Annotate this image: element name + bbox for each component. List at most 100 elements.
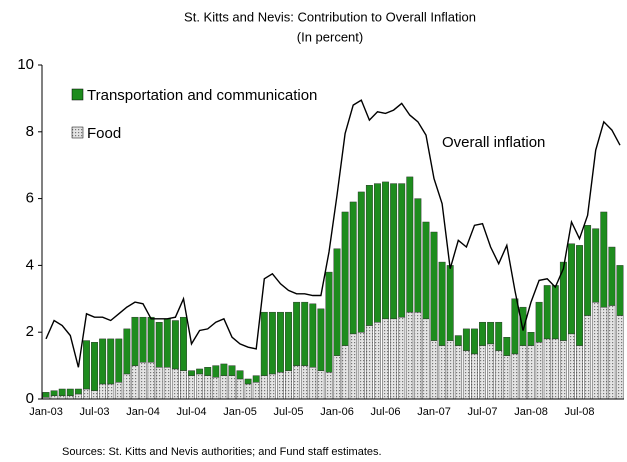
bar-segment: [163, 367, 171, 400]
bar-segment: [519, 345, 527, 400]
bar-segment: [252, 375, 260, 383]
bar-segment: [600, 211, 608, 308]
bar-segment: [584, 225, 592, 316]
bar-segment: [155, 321, 163, 368]
bar-segment: [422, 318, 430, 400]
bar-segment: [204, 367, 212, 376]
bar-segment: [551, 338, 559, 400]
bar-segment: [446, 340, 454, 400]
bar-segment: [277, 311, 284, 373]
bar-segment: [228, 365, 236, 376]
bar-segment: [535, 342, 543, 400]
bar-segment: [365, 185, 373, 326]
bar-segment: [406, 176, 414, 313]
bar-segment: [551, 285, 559, 340]
bar-segment: [131, 365, 139, 400]
bar-segment: [58, 388, 66, 396]
bar-segment: [309, 367, 317, 400]
bar-segment: [398, 316, 406, 400]
bar-segment: [309, 303, 317, 368]
bar-segment: [301, 301, 309, 366]
bar-segment: [414, 311, 422, 400]
bar-segment: [212, 365, 220, 378]
bar-segment: [576, 245, 583, 346]
bar-segment: [139, 362, 147, 400]
bar-segment: [123, 373, 131, 400]
bar-segment: [584, 315, 592, 400]
chart-title: St. Kitts and Nevis: Contribution to Ove…: [184, 9, 476, 24]
x-tick-label: Jan-03: [29, 406, 63, 418]
bar-segment: [83, 340, 90, 390]
bar-segment: [495, 350, 503, 400]
bar-segment: [212, 377, 220, 400]
bar-segment: [543, 285, 551, 340]
bar-segment: [357, 191, 365, 333]
bar-segment: [325, 372, 333, 400]
bar-segment: [592, 228, 600, 303]
bar-segment: [438, 261, 446, 346]
bar-segment: [107, 338, 115, 385]
bar-segment: [285, 311, 292, 371]
bar-segment: [430, 231, 438, 341]
x-tick-label: Jan-08: [514, 406, 548, 418]
bar-segment: [365, 325, 373, 400]
bar-segment: [487, 343, 495, 400]
bar-segment: [180, 370, 187, 400]
bar-segment: [50, 395, 58, 400]
bar-segment: [406, 311, 414, 400]
legend-label: Transportation and communication: [87, 87, 317, 104]
bar-segment: [341, 345, 349, 400]
bar-segment: [503, 337, 511, 356]
bar-segment: [188, 370, 195, 376]
y-tick-label: 8: [26, 123, 34, 140]
bar-segment: [317, 370, 325, 400]
bar-segment: [446, 265, 454, 341]
bar-segment: [220, 375, 228, 400]
bar-segment: [66, 388, 74, 396]
source-note: Sources: St. Kitts and Nevis authorities…: [62, 446, 382, 458]
bar-segment: [74, 388, 82, 395]
x-tick-label: Jul-03: [80, 406, 110, 418]
bar-segment: [115, 382, 123, 400]
bar-segment: [422, 221, 430, 320]
bar-segment: [487, 321, 495, 345]
bar-segment: [382, 181, 389, 320]
bar-segment: [147, 316, 155, 363]
bar-segment: [414, 198, 422, 313]
bar-segment: [333, 355, 341, 400]
bar-segment: [462, 350, 470, 400]
bar-segment: [147, 362, 155, 400]
x-tick-label: Jan-04: [126, 406, 160, 418]
bar-segment: [301, 365, 309, 400]
bar-segment: [462, 328, 470, 351]
legend-label: Food: [87, 125, 121, 142]
bar-segment: [139, 316, 147, 363]
y-tick-label: 6: [26, 190, 34, 207]
bar-segment: [171, 368, 179, 400]
bar-segment: [616, 315, 624, 400]
bar-segment: [99, 383, 107, 400]
bar-segment: [220, 363, 228, 376]
bar-segment: [608, 246, 616, 306]
bar-segment: [236, 378, 244, 400]
bar-segment: [479, 321, 486, 346]
bar-segment: [42, 392, 50, 398]
x-tick-label: Jul-07: [468, 406, 498, 418]
y-tick-label: 10: [17, 56, 34, 73]
bar-segment: [390, 183, 398, 320]
bar-segment: [454, 345, 462, 400]
bar-segment: [317, 308, 325, 371]
chart-subtitle: (In percent): [297, 29, 363, 44]
bar-segment: [196, 368, 204, 375]
bar-segment: [333, 248, 341, 356]
bar-segment: [471, 328, 478, 355]
x-tick-label: Jan-07: [417, 406, 451, 418]
bar-segment: [576, 345, 583, 400]
bar-segment: [155, 367, 163, 400]
bar-segment: [228, 375, 236, 400]
bar-segment: [285, 370, 292, 400]
bar-segment: [115, 338, 123, 383]
bar-segment: [204, 375, 212, 400]
bar-segment: [349, 333, 357, 400]
bar-segment: [527, 345, 535, 400]
